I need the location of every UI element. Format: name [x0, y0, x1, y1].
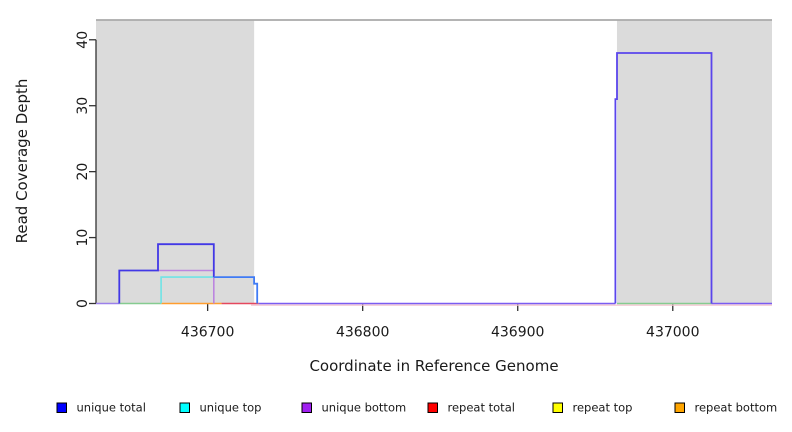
- legend-label: unique total: [77, 401, 146, 415]
- legend-swatch-repeat-total: [427, 402, 438, 413]
- x-axis-title: Coordinate in Reference Genome: [309, 357, 558, 375]
- repeat-region-left: [96, 20, 255, 304]
- legend-swatch-repeat-top: [552, 402, 563, 413]
- series-line-unique-top-step: [160, 276, 214, 304]
- repeat-region-right: [616, 20, 772, 304]
- legend-swatch-unique-total: [56, 402, 67, 413]
- legend-swatch-unique-bottom: [301, 402, 312, 413]
- y-tick-label: 20: [75, 163, 91, 181]
- legend-label: unique bottom: [322, 401, 407, 415]
- y-axis: 0 10 20 30 40: [75, 31, 97, 308]
- y-tick-label: 0: [75, 299, 91, 308]
- series-line-unique-total-right: [614, 52, 713, 304]
- x-tick-label: 437000: [646, 325, 699, 341]
- x-axis: 436700 436800 436900 437000: [181, 304, 699, 341]
- shaded-regions: [96, 20, 772, 304]
- legend-label: unique top: [200, 401, 262, 415]
- series-line-unique-total-mid: [213, 276, 259, 304]
- legend-label: repeat top: [573, 401, 633, 415]
- legend-swatch-repeat-bottom: [674, 402, 685, 413]
- legend-swatch-unique-top: [179, 402, 190, 413]
- series-lines: [96, 52, 772, 306]
- x-tick-label: 436900: [491, 325, 544, 341]
- x-tick-label: 436800: [336, 325, 389, 341]
- legend: unique total unique top unique bottom repea…: [56, 401, 778, 415]
- y-tick-label: 10: [75, 229, 91, 247]
- series-line-unique-total-left: [118, 243, 215, 304]
- legend-label: repeat bottom: [695, 401, 778, 415]
- y-tick-label: 30: [75, 97, 91, 115]
- y-tick-label: 40: [75, 31, 91, 49]
- y-axis-title: Read Coverage Depth: [13, 79, 31, 244]
- legend-label: repeat total: [448, 401, 515, 415]
- x-tick-label: 436700: [181, 325, 234, 341]
